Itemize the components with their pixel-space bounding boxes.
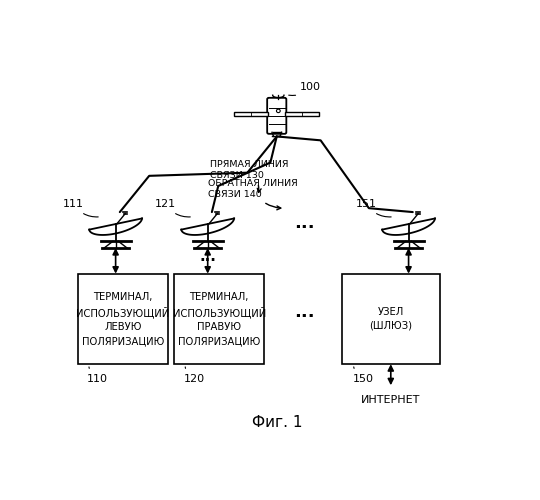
Text: 120: 120: [184, 367, 205, 384]
Circle shape: [276, 109, 280, 112]
Text: 151: 151: [356, 200, 391, 217]
Text: 150: 150: [353, 367, 374, 384]
Text: ...: ...: [294, 214, 314, 232]
FancyBboxPatch shape: [267, 98, 286, 134]
Text: 110: 110: [87, 367, 108, 384]
Bar: [234, 112, 268, 116]
Bar: [286, 112, 319, 116]
Text: ПРЯМАЯ ЛИНИЯ
СВЯЗИ 130: ПРЯМАЯ ЛИНИЯ СВЯЗИ 130: [210, 160, 288, 192]
Bar: [342, 274, 440, 364]
Text: ...: ...: [294, 303, 314, 321]
Text: УЗЕЛ
(ШЛЮЗ): УЗЕЛ (ШЛЮЗ): [369, 307, 413, 331]
Text: 111: 111: [63, 200, 98, 217]
Text: ОБРАТНАЯ ЛИНИЯ
СВЯЗИ 140: ОБРАТНАЯ ЛИНИЯ СВЯЗИ 140: [208, 179, 298, 210]
Text: 100: 100: [289, 82, 321, 96]
Text: Фиг. 1: Фиг. 1: [252, 414, 302, 430]
Bar: [174, 274, 264, 364]
Text: ИНТЕРНЕТ: ИНТЕРНЕТ: [361, 395, 421, 405]
Text: 121: 121: [155, 200, 190, 217]
Text: ТЕРМИНАЛ,
ИСПОЛЬЗУЮЩИЙ
ЛЕВУЮ
ПОЛЯРИЗАЦИЮ: ТЕРМИНАЛ, ИСПОЛЬЗУЮЩИЙ ЛЕВУЮ ПОЛЯРИЗАЦИЮ: [76, 292, 170, 346]
Text: ТЕРМИНАЛ,
ИСПОЛЬЗУЮЩИЙ
ПРАВУЮ
ПОЛЯРИЗАЦИЮ: ТЕРМИНАЛ, ИСПОЛЬЗУЮЩИЙ ПРАВУЮ ПОЛЯРИЗАЦИ…: [173, 292, 266, 346]
Text: ...: ...: [199, 249, 216, 264]
Bar: [78, 274, 168, 364]
